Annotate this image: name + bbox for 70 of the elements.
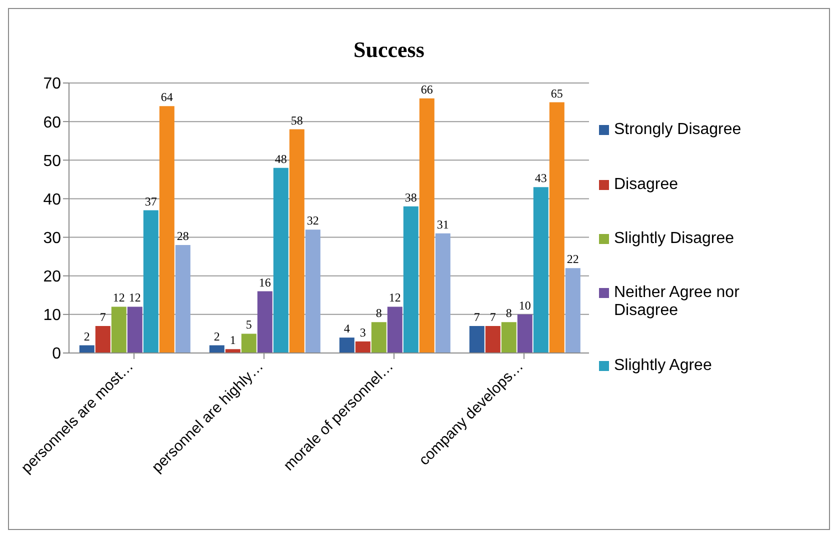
data-label: 12 bbox=[112, 290, 125, 305]
y-tick-label: 10 bbox=[43, 307, 62, 324]
data-label: 2 bbox=[214, 329, 220, 344]
bar bbox=[565, 268, 580, 353]
data-label: 64 bbox=[160, 90, 173, 104]
bar bbox=[419, 98, 434, 353]
data-label: 4 bbox=[344, 322, 350, 336]
data-label: 65 bbox=[550, 86, 563, 100]
data-label: 10 bbox=[518, 298, 531, 312]
bar bbox=[403, 206, 418, 353]
bar bbox=[143, 210, 158, 353]
data-label: 7 bbox=[100, 310, 106, 324]
bar bbox=[159, 106, 174, 353]
y-tick-label: 0 bbox=[52, 346, 62, 363]
data-label: 37 bbox=[144, 194, 157, 208]
bar bbox=[257, 291, 272, 353]
data-label: 28 bbox=[176, 229, 189, 243]
bar bbox=[469, 326, 484, 353]
bar bbox=[501, 322, 516, 353]
bar bbox=[95, 326, 110, 353]
y-tick-label: 70 bbox=[43, 76, 62, 93]
bar bbox=[533, 187, 548, 353]
bar bbox=[111, 306, 126, 353]
legend-label: Strongly Disagree bbox=[614, 121, 742, 140]
bar bbox=[289, 129, 304, 353]
bar bbox=[79, 345, 94, 353]
y-tick-label: 60 bbox=[43, 114, 62, 132]
data-label: 38 bbox=[404, 190, 417, 204]
bar bbox=[517, 314, 532, 353]
data-label: 8 bbox=[506, 306, 512, 320]
bar bbox=[209, 345, 224, 353]
chart-title: Success bbox=[352, 36, 426, 63]
y-tick-label: 40 bbox=[43, 191, 62, 208]
data-label: 8 bbox=[376, 306, 382, 320]
legend-label: Slightly Agree bbox=[614, 356, 712, 375]
data-label: 43 bbox=[534, 171, 547, 186]
data-label: 66 bbox=[420, 82, 433, 96]
bar bbox=[305, 230, 320, 353]
data-label: 31 bbox=[436, 217, 449, 232]
bar bbox=[485, 326, 500, 353]
legend-label: Neither Agree nor Disagree bbox=[614, 284, 740, 320]
data-label: 12 bbox=[388, 290, 401, 305]
legend-label: Disagree bbox=[614, 176, 678, 194]
y-tick-label: 20 bbox=[43, 268, 62, 286]
legend-label: Slightly Disagree bbox=[614, 230, 734, 248]
data-label: 3 bbox=[360, 325, 366, 340]
data-label: 32 bbox=[306, 214, 319, 228]
data-label: 1 bbox=[230, 333, 236, 348]
bar bbox=[225, 349, 240, 353]
data-label: 48 bbox=[274, 152, 287, 166]
data-label: 16 bbox=[258, 275, 271, 290]
data-label: 12 bbox=[128, 290, 141, 305]
bar bbox=[387, 306, 402, 353]
bar bbox=[355, 341, 370, 353]
data-label: 22 bbox=[566, 252, 579, 266]
bar bbox=[339, 338, 354, 353]
bar bbox=[175, 245, 190, 353]
bar bbox=[435, 233, 450, 353]
bar bbox=[241, 334, 256, 353]
data-label: 7 bbox=[474, 310, 480, 324]
bar bbox=[371, 322, 386, 353]
y-tick-label: 50 bbox=[43, 152, 62, 170]
data-label: 58 bbox=[290, 113, 303, 128]
bar bbox=[549, 102, 564, 353]
bar bbox=[273, 168, 288, 353]
data-label: 2 bbox=[84, 329, 90, 344]
y-tick-label: 30 bbox=[43, 230, 62, 247]
data-label: 7 bbox=[490, 310, 496, 324]
data-label: 5 bbox=[246, 318, 252, 332]
bar bbox=[127, 306, 142, 353]
